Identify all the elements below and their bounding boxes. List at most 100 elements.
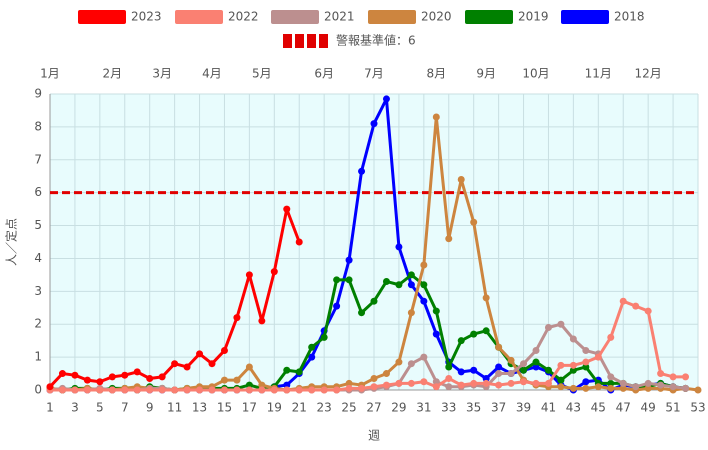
data-point — [333, 302, 341, 310]
data-point — [445, 235, 453, 243]
x-tick-label: 11 — [167, 401, 182, 415]
data-point — [432, 330, 440, 338]
y-tick-label: 7 — [34, 152, 42, 166]
data-point — [495, 381, 503, 389]
legend-label: 2018 — [614, 10, 645, 24]
data-point — [532, 363, 540, 371]
data-point — [532, 347, 540, 355]
data-point — [345, 384, 353, 392]
month-tick-label: 6月 — [314, 67, 334, 81]
data-point — [420, 353, 428, 361]
x-tick-label: 43 — [566, 401, 581, 415]
x-tick-label: 3 — [71, 401, 79, 415]
data-point — [657, 370, 665, 378]
data-point — [607, 333, 615, 341]
data-point — [495, 370, 503, 378]
y-tick-label: 3 — [34, 284, 42, 298]
data-point — [345, 379, 353, 387]
y-tick-label: 2 — [34, 317, 42, 331]
x-tick-label: 53 — [690, 401, 705, 415]
data-point — [258, 381, 266, 389]
y-tick-label: 6 — [34, 185, 42, 199]
x-tick-label: 27 — [366, 401, 381, 415]
data-point — [220, 386, 228, 394]
data-point — [183, 363, 191, 371]
x-tick-label: 9 — [146, 401, 154, 415]
data-point — [544, 379, 552, 387]
data-point — [520, 378, 528, 386]
data-point — [283, 366, 291, 374]
data-point — [58, 370, 66, 378]
data-point — [345, 276, 353, 284]
data-point — [470, 218, 478, 226]
data-point — [644, 379, 652, 387]
data-point — [283, 205, 291, 213]
legend-swatch — [271, 10, 319, 24]
data-point — [245, 363, 253, 371]
data-point — [382, 95, 390, 103]
month-tick-label: 5月 — [252, 67, 272, 81]
data-point — [582, 378, 590, 386]
data-point — [544, 324, 552, 332]
data-point — [569, 361, 577, 369]
x-tick-label: 47 — [616, 401, 631, 415]
series-line — [49, 322, 686, 392]
data-point — [632, 302, 640, 310]
data-point — [482, 379, 490, 387]
data-point — [233, 376, 241, 384]
x-tick-label: 25 — [341, 401, 356, 415]
data-point — [382, 370, 390, 378]
data-point — [258, 386, 266, 394]
data-point — [382, 381, 390, 389]
data-point — [220, 347, 228, 355]
data-point — [283, 386, 291, 394]
data-point — [258, 317, 266, 325]
data-point — [682, 373, 690, 381]
data-point — [270, 268, 278, 276]
x-tick-label: 5 — [96, 401, 104, 415]
data-point — [171, 386, 179, 394]
data-point — [470, 330, 478, 338]
data-point — [420, 378, 428, 386]
data-point — [457, 368, 465, 376]
x-tick-label: 33 — [441, 401, 456, 415]
data-point — [607, 384, 615, 392]
data-point — [395, 379, 403, 387]
data-point — [208, 360, 216, 368]
data-point — [308, 343, 316, 351]
legend-label: 2022 — [228, 10, 259, 24]
data-point — [507, 370, 515, 378]
x-tick-label: 41 — [541, 401, 556, 415]
month-tick-label: 2月 — [102, 67, 122, 81]
data-point — [208, 386, 216, 394]
data-point — [370, 120, 378, 128]
data-point — [619, 297, 627, 305]
data-point — [632, 383, 640, 391]
y-tick-label: 9 — [34, 87, 42, 101]
month-tick-label: 3月 — [152, 67, 172, 81]
series-line — [50, 299, 686, 392]
data-point — [482, 327, 490, 335]
data-point — [196, 350, 204, 358]
data-point — [233, 386, 241, 394]
legend-swatch — [561, 10, 609, 24]
data-point — [582, 384, 590, 392]
month-tick-label: 9月 — [476, 67, 496, 81]
data-point — [407, 379, 415, 387]
data-point — [594, 353, 602, 361]
data-point — [146, 374, 154, 382]
x-tick-label: 7 — [121, 401, 129, 415]
data-point — [619, 384, 627, 392]
data-point — [270, 386, 278, 394]
data-point — [146, 386, 154, 394]
data-point — [196, 386, 204, 394]
data-point — [432, 113, 440, 121]
month-tick-label: 7月 — [364, 67, 384, 81]
data-point — [233, 314, 241, 322]
data-point — [582, 358, 590, 366]
x-tick-label: 39 — [516, 401, 531, 415]
x-tick-label: 51 — [665, 401, 680, 415]
data-point — [495, 343, 503, 351]
data-point — [121, 371, 129, 379]
